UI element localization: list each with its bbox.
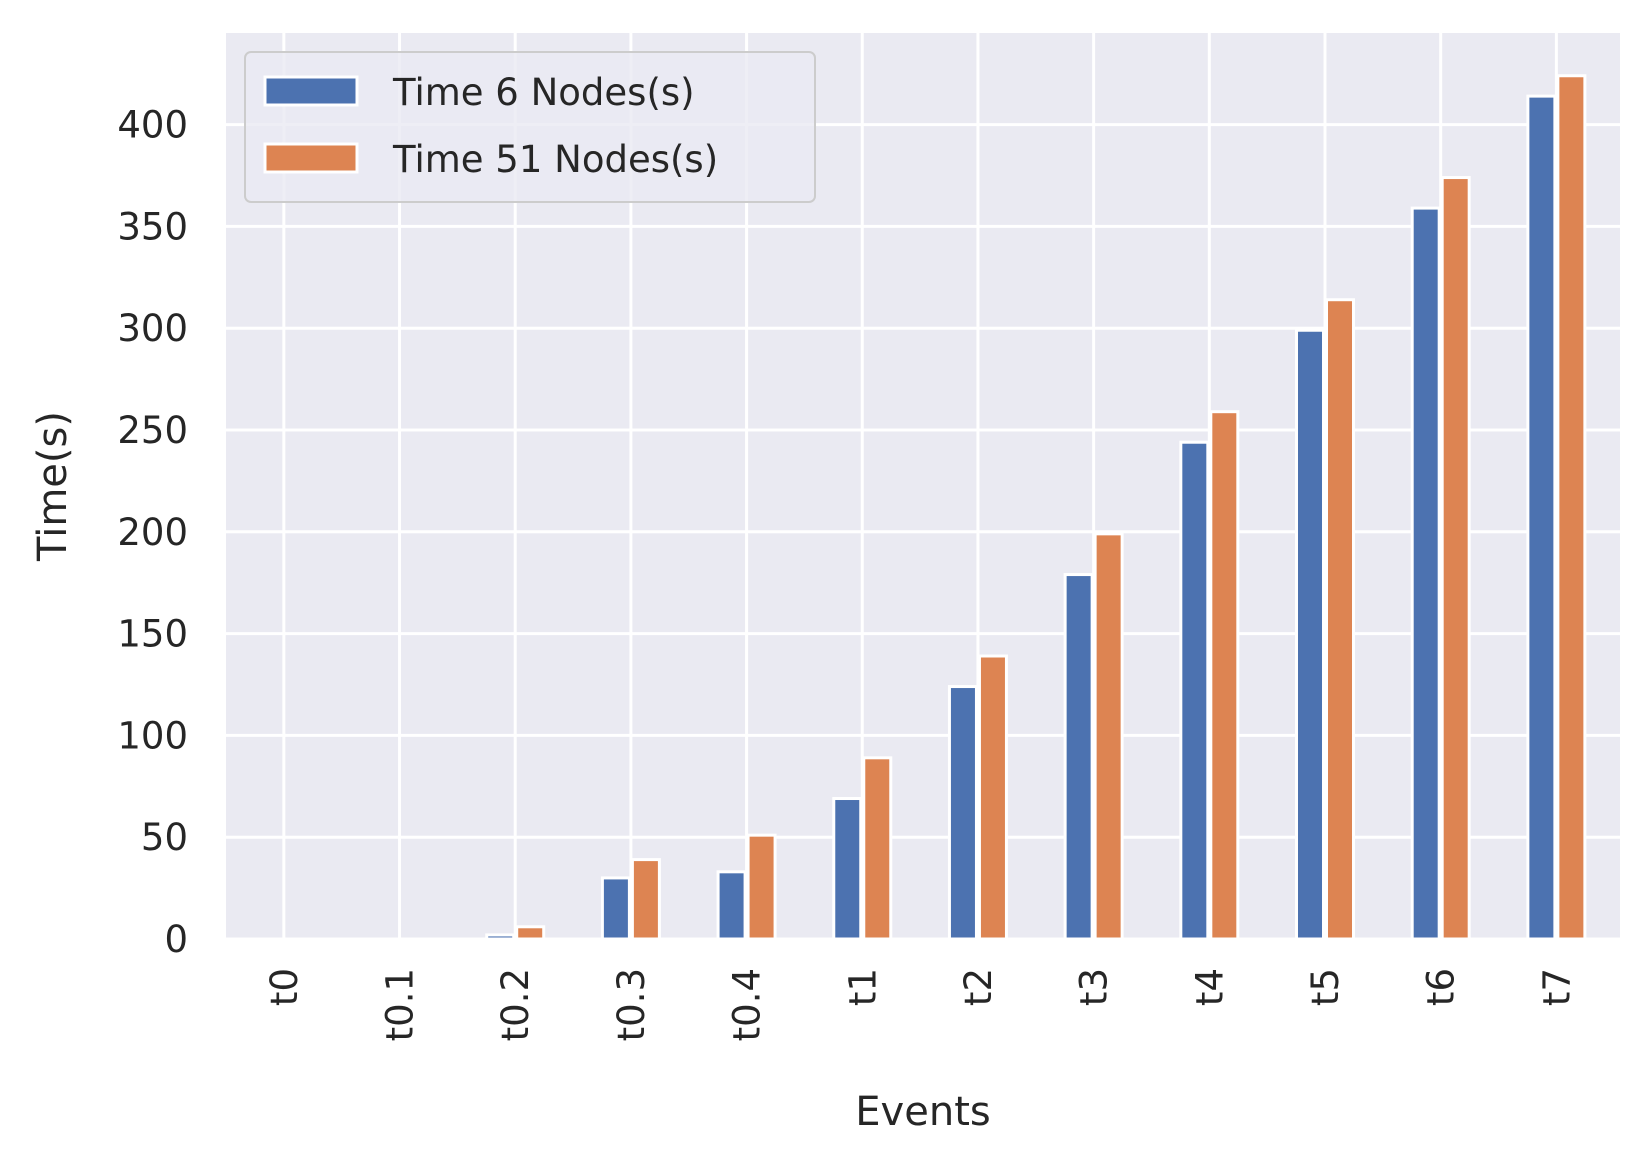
x-tick-label: t7 bbox=[1535, 968, 1578, 1006]
x-tick-label: t6 bbox=[1420, 968, 1463, 1006]
x-tick-labels: t0 t0.1 t0.2 t0.3 t0.4 t1 t2 t3 t4 t5 t6 t7 bbox=[263, 968, 1579, 1041]
x-tick-label: t5 bbox=[1304, 968, 1347, 1006]
x-tick-label: t0 bbox=[263, 968, 306, 1006]
legend: Time 6 Nodes(s) Time 51 Nodes(s) bbox=[244, 51, 816, 203]
bar-t4-series-0 bbox=[1179, 440, 1210, 941]
y-tick-label: 200 bbox=[117, 511, 188, 554]
bar-t3-series-1 bbox=[1093, 532, 1124, 941]
bar-t7-series-0 bbox=[1526, 94, 1557, 941]
y-tick-label: 400 bbox=[117, 104, 188, 147]
legend-swatch-time-6-nodes bbox=[263, 75, 359, 107]
bar-t0-3-series-0 bbox=[600, 876, 631, 941]
bar-t6-series-0 bbox=[1410, 206, 1441, 941]
bar-t0-2-series-1 bbox=[515, 925, 546, 941]
y-tick-label: 100 bbox=[117, 714, 188, 757]
y-tick-label: 0 bbox=[164, 918, 188, 961]
y-tick-label: 50 bbox=[141, 816, 188, 859]
y-tick-labels: 0 50 100 150 200 250 300 350 400 bbox=[117, 104, 188, 961]
bar-t6-series-1 bbox=[1440, 176, 1471, 941]
bar-t0-4-series-1 bbox=[746, 833, 777, 941]
bar-t4-series-1 bbox=[1209, 410, 1240, 941]
bar-t5-series-1 bbox=[1325, 298, 1356, 941]
legend-label-time-6-nodes: Time 6 Nodes(s) bbox=[392, 71, 695, 114]
x-tick-label: t0.2 bbox=[494, 968, 537, 1041]
x-tick-label: t1 bbox=[841, 968, 884, 1006]
y-tick-label: 150 bbox=[117, 613, 188, 656]
bar-t3-series-0 bbox=[1063, 573, 1094, 941]
legend-swatch-time-51-nodes bbox=[263, 142, 359, 174]
x-tick-label: t2 bbox=[957, 968, 1000, 1006]
bar-t1-series-0 bbox=[832, 797, 863, 941]
x-tick-label: t0.1 bbox=[379, 968, 422, 1041]
y-axis-label: Time(s) bbox=[30, 411, 76, 562]
bar-t0-3-series-1 bbox=[630, 858, 661, 941]
y-tick-label: 250 bbox=[117, 409, 188, 452]
bars bbox=[485, 74, 1587, 941]
y-tick-label: 300 bbox=[117, 307, 188, 350]
bar-t1-series-1 bbox=[862, 756, 893, 941]
x-tick-label: t4 bbox=[1188, 968, 1231, 1006]
bar-t7-series-1 bbox=[1556, 74, 1587, 941]
y-tick-label: 350 bbox=[117, 205, 188, 248]
bar-t0-4-series-0 bbox=[716, 870, 747, 941]
x-tick-label: t0.4 bbox=[726, 968, 769, 1041]
x-axis-label: Events bbox=[855, 1089, 990, 1135]
bar-t2-series-0 bbox=[947, 685, 978, 941]
bar-t0-2-series-0 bbox=[485, 933, 516, 941]
bar-t5-series-0 bbox=[1295, 328, 1326, 941]
legend-label-time-51-nodes: Time 51 Nodes(s) bbox=[392, 138, 718, 181]
bar-t2-series-1 bbox=[977, 654, 1008, 941]
x-tick-label: t3 bbox=[1073, 968, 1116, 1006]
x-tick-label: t0.3 bbox=[610, 968, 653, 1041]
legend-box bbox=[244, 51, 816, 203]
